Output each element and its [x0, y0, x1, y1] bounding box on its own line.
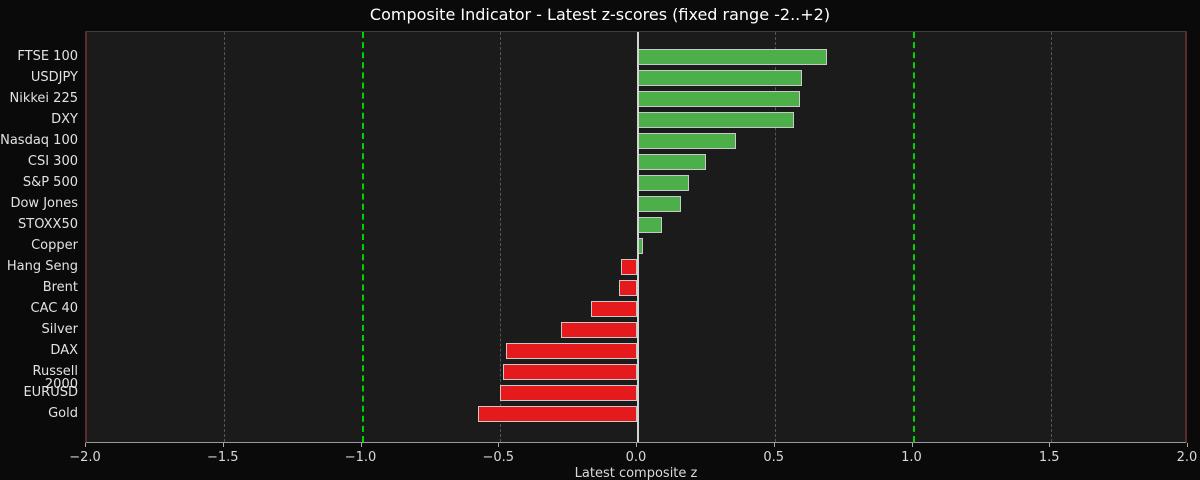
bar-russell-2000: [503, 363, 637, 380]
y-tick-label-nasdaq-100: Nasdaq 100: [0, 132, 78, 148]
y-tick-label-stoxx50: STOXX50: [18, 216, 78, 232]
plot-area: [85, 31, 1187, 443]
y-tick-label-copper: Copper: [31, 237, 78, 253]
x-axis-label: Latest composite z: [574, 466, 698, 480]
x-tick--1: [360, 443, 362, 447]
bar-dxy: [638, 111, 795, 128]
y-tick-label-dow-jones: Dow Jones: [10, 195, 78, 211]
y-tick-label-brent: Brent: [42, 279, 78, 295]
x-tick-2: [1187, 443, 1188, 447]
x-tick-label-1.5: 1.5: [1038, 450, 1060, 465]
bar-nasdaq-100: [638, 132, 737, 149]
threshold-line--1: [361, 32, 364, 442]
gridline--0.5: [499, 32, 501, 442]
y-tick-label-dxy: DXY: [51, 111, 78, 127]
y-tick-label-gold: Gold: [48, 406, 78, 421]
bar-usdjpy: [638, 69, 803, 86]
x-tick-label--0.5: −0.5: [482, 450, 515, 465]
bar-brent: [618, 279, 637, 296]
x-tick-label-0: 0.0: [625, 450, 647, 465]
y-tick-label-dax: DAX: [50, 342, 78, 358]
bar-csi-300: [638, 153, 706, 170]
y-tick-label-ftse-100: FTSE 100: [17, 48, 78, 64]
y-tick-label-cac-40: CAC 40: [30, 300, 79, 316]
bar-silver: [560, 321, 637, 338]
bar-hang-seng: [621, 258, 637, 275]
y-tick-label-s-p-500: S&P 500: [22, 174, 78, 190]
bar-s-p-500: [638, 174, 690, 191]
bar-eurusd: [500, 384, 637, 401]
gridline-1.5: [1050, 32, 1052, 442]
x-tick--0.5: [498, 443, 500, 447]
bar-dow-jones: [638, 195, 682, 212]
y-tick-label-silver: Silver: [41, 321, 78, 337]
y-tick-label-usdjpy: USDJPY: [30, 69, 78, 85]
x-tick-label--1.5: −1.5: [206, 450, 239, 465]
y-tick-label-csi-300: CSI 300: [27, 153, 78, 169]
bar-gold: [478, 406, 637, 422]
bar-dax: [505, 342, 637, 359]
gridline--1.5: [224, 32, 226, 442]
threshold-line-1: [912, 32, 915, 442]
x-tick-label-1: 1.0: [901, 450, 922, 465]
chart-title: Composite Indicator - Latest z-scores (f…: [369, 5, 831, 24]
x-tick-0.5: [773, 443, 775, 447]
x-tick-label--1: −1.0: [344, 450, 377, 465]
x-tick--2: [85, 443, 86, 447]
x-tick-label-0.5: 0.5: [763, 450, 785, 465]
y-tick-label-eurusd: EURUSD: [23, 384, 78, 400]
y-tick-label-hang-seng: Hang Seng: [6, 258, 78, 274]
zero-line: [637, 32, 639, 442]
x-tick-1: [911, 443, 913, 447]
x-tick--1.5: [222, 443, 224, 447]
y-tick-label-nikkei-225: Nikkei 225: [9, 90, 79, 106]
bar-nikkei-225: [638, 90, 800, 107]
gridline-0.5: [775, 32, 777, 442]
x-tick-label--2: −2.0: [69, 450, 101, 465]
x-tick-label-2: 2.0: [1176, 450, 1198, 465]
bar-ftse-100: [638, 48, 828, 65]
y-tick-label-russell-2000: Russell 2000: [32, 363, 78, 392]
bar-cac-40: [591, 300, 637, 317]
x-tick-0: [636, 443, 637, 447]
x-tick-1.5: [1049, 443, 1051, 447]
bar-stoxx50: [638, 216, 662, 233]
